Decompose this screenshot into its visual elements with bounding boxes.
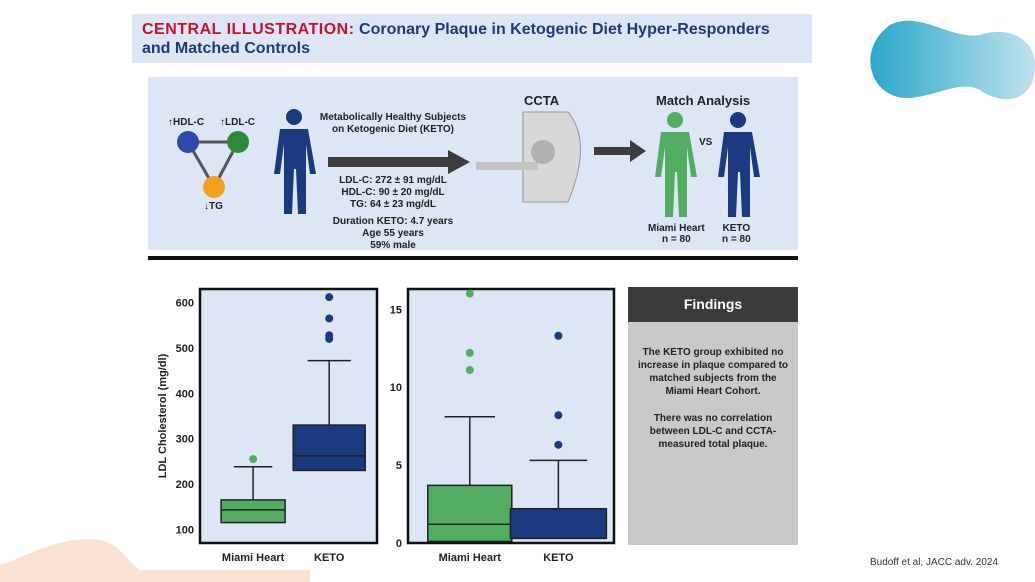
ccta-label: CCTA <box>524 93 560 108</box>
y-tick-label: 500 <box>176 343 194 355</box>
person-icon-keto-2 <box>718 112 760 217</box>
title-prefix: CENTRAL ILLUSTRATION: <box>142 21 355 38</box>
group1-name: Miami Heart <box>648 223 705 234</box>
subjects-title: Metabolically Healthy Subjects on Ketoge… <box>319 112 467 135</box>
x-tick-label: Miami Heart <box>222 552 285 564</box>
box-miami-heart <box>220 499 286 524</box>
match-title: Match Analysis <box>656 93 751 108</box>
outlier-point <box>325 331 334 340</box>
ccta-scanner-icon <box>476 111 581 203</box>
outlier-point <box>249 455 258 464</box>
y-axis-label: LDL Cholesterol (mg/dl) <box>157 353 169 478</box>
finding-1: The KETO group exhibited no increase in … <box>637 347 789 397</box>
y-tick-label: 200 <box>176 479 194 491</box>
group1-label: Miami Heart n = 80 <box>648 223 705 245</box>
outlier-point <box>465 348 474 357</box>
hdl-label: ↑HDL-C <box>168 117 205 128</box>
person-icon-keto <box>274 109 316 214</box>
y-tick-label: 0 <box>396 538 402 550</box>
lipid-triangle <box>177 131 249 198</box>
outlier-point <box>554 331 563 340</box>
box-keto <box>509 507 608 540</box>
group1-n: n = 80 <box>662 234 691 245</box>
y-tick-label: 10 <box>390 382 402 394</box>
group2-n: n = 80 <box>722 234 751 245</box>
title-text: Coronary Plaque in Ketogenic Diet Hyper-… <box>142 21 770 57</box>
ldl-label: ↑LDL-C <box>220 117 255 128</box>
y-tick-label: 600 <box>176 298 194 310</box>
group2-name: KETO <box>722 223 751 234</box>
lipid-stats: LDL-C: 272 ± 91 mg/dL HDL-C: 90 ± 20 mg/d… <box>323 175 463 252</box>
outlier-point <box>465 289 474 298</box>
person-icon-miami <box>655 112 697 217</box>
overview-graphics <box>177 109 760 217</box>
outlier-point <box>554 411 563 420</box>
y-tick-label: 5 <box>396 460 402 472</box>
tg-label: ↓TG <box>204 201 223 212</box>
overview-panel: ↑HDL-C ↑LDL-C ↓TG Metabolically Healthy … <box>148 77 798 252</box>
duration: Duration KETO: 4.7 years <box>332 216 454 227</box>
vs-label: VS <box>699 137 713 148</box>
tps-boxplot: 051015Total Plaque Score (TPS)Miami Hear… <box>390 287 616 564</box>
group2-label: KETO n = 80 <box>722 223 751 245</box>
decorative-blob-bottom-left <box>0 539 310 582</box>
outlier-point <box>465 366 474 375</box>
citation: Budoff et al, JACC adv. 2024 <box>870 557 999 568</box>
x-tick-label: Miami Heart <box>439 552 502 564</box>
ldl-boxplot: 100 200 300 400 500 600 LDL Cholesterol (mg/dl… <box>157 287 379 564</box>
x-tick-label: KETO <box>543 552 574 564</box>
stat-hdl: HDL-C: 90 ± 20 mg/dL <box>341 187 445 198</box>
figure-title: CENTRAL ILLUSTRATION: Coronary Plaque in… <box>132 14 812 63</box>
outlier-point <box>325 314 334 323</box>
finding-2: There was no correlation between LDL-C a… <box>649 413 777 450</box>
age: Age 55 years <box>362 228 424 239</box>
y-tick-label: 400 <box>176 388 194 400</box>
y-tick-label: 15 <box>390 304 402 316</box>
arrow-icon-2 <box>594 140 646 162</box>
y-tick-label: 300 <box>176 434 194 446</box>
findings-panel: Findings The KETO group exhibited no inc… <box>628 287 798 545</box>
arrow-icon <box>328 150 470 174</box>
findings-title: Findings <box>628 287 798 322</box>
x-tick-label: KETO <box>314 552 345 564</box>
divider <box>148 256 798 260</box>
decorative-blob-top-right <box>870 20 1035 100</box>
y-tick-label: 100 <box>176 524 194 536</box>
outlier-point <box>554 440 563 449</box>
box-keto <box>292 424 366 472</box>
outlier-point <box>325 293 334 302</box>
box-miami-heart <box>427 484 513 543</box>
male-pct: 59% male <box>370 240 416 251</box>
stat-ldl: LDL-C: 272 ± 91 mg/dL <box>339 175 447 186</box>
stat-tg: TG: 64 ± 23 mg/dL <box>349 199 437 210</box>
